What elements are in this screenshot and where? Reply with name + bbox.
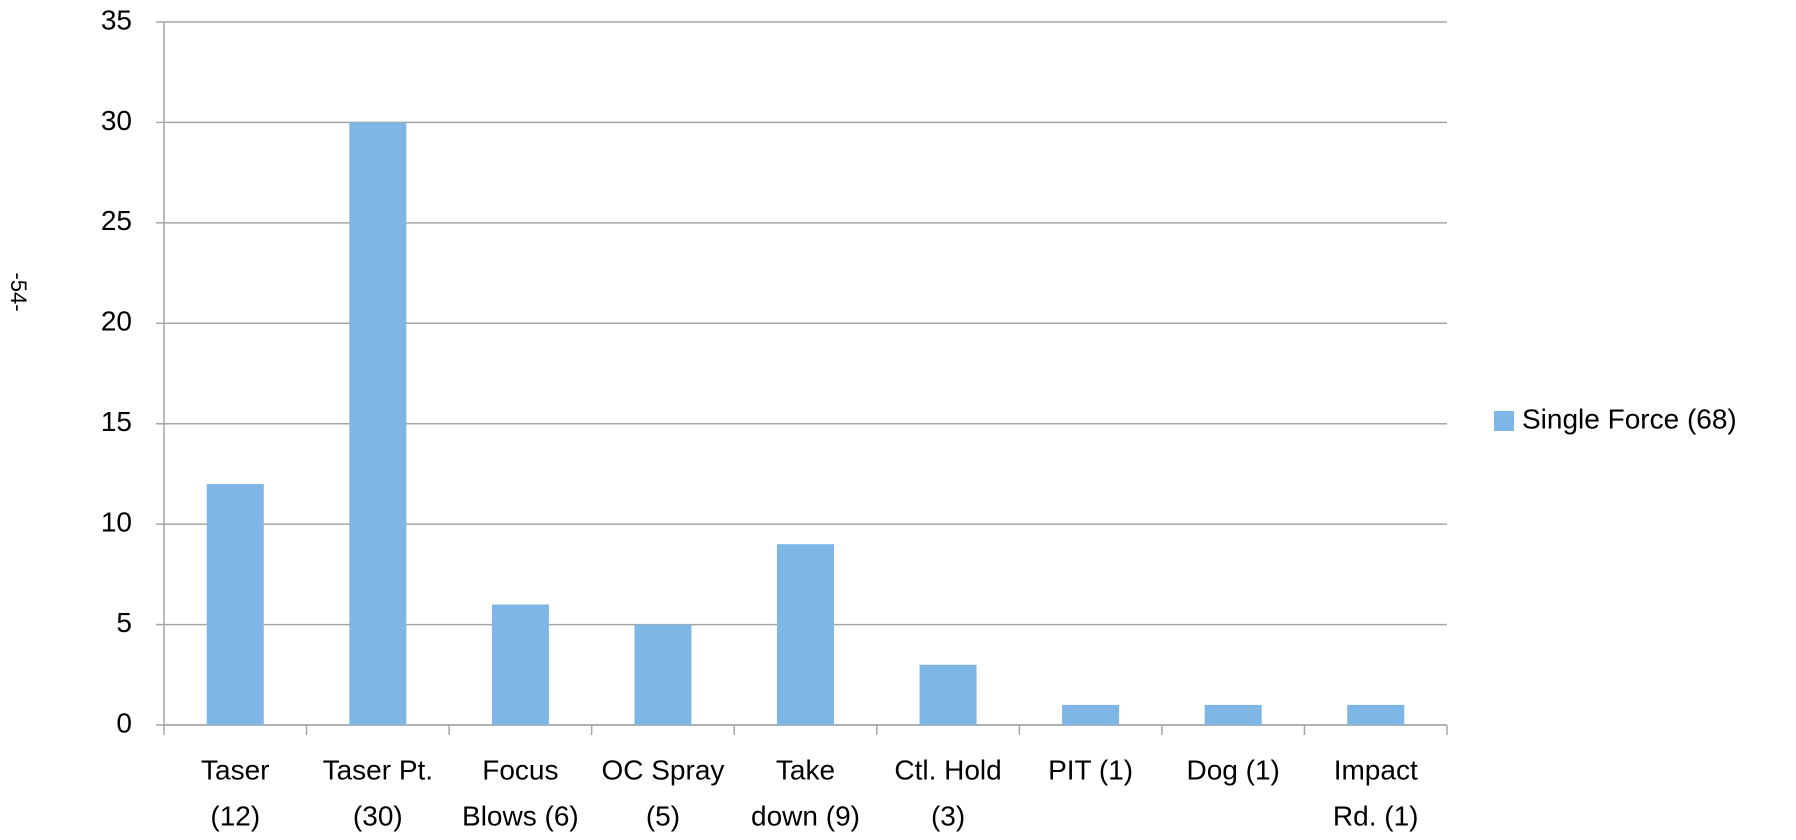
legend-label: Single Force (68) [1522, 403, 1737, 434]
bar [1062, 704, 1120, 725]
y-tick-label: 20 [101, 306, 132, 337]
bar [1347, 704, 1405, 725]
x-tick-label: Focus [482, 754, 558, 785]
x-tick-label: Take [776, 754, 835, 785]
x-tick-label: PIT (1) [1048, 754, 1133, 785]
bar [349, 122, 407, 725]
x-tick-label: Rd. (1) [1333, 800, 1419, 831]
legend-swatch [1494, 411, 1514, 431]
x-tick-label: (3) [931, 800, 965, 831]
y-tick-label: 5 [116, 607, 132, 638]
y-tick-label: 25 [101, 205, 132, 236]
y-tick-label: 30 [101, 105, 132, 136]
x-tick-label: (5) [646, 800, 680, 831]
bar [1204, 704, 1262, 725]
x-tick-label: Taser [201, 754, 269, 785]
bar [776, 544, 835, 725]
x-tick-label: Blows (6) [462, 800, 579, 831]
y-tick-label: 15 [101, 406, 132, 437]
x-tick-label: Impact [1334, 754, 1418, 785]
x-tick-label: OC Spray [601, 754, 724, 785]
page-number: -54- [6, 272, 31, 311]
bar [919, 664, 977, 725]
x-tick-label: (30) [353, 800, 403, 831]
bar [634, 624, 692, 725]
bar [206, 483, 264, 725]
x-tick-label: down (9) [751, 800, 860, 831]
y-tick-label: 0 [116, 707, 132, 738]
y-tick-label: 35 [101, 4, 132, 35]
x-tick-label: Taser Pt. [323, 754, 433, 785]
x-tick-label: (12) [210, 800, 260, 831]
y-tick-label: 10 [101, 507, 132, 538]
x-tick-label: Ctl. Hold [894, 754, 1001, 785]
bar [491, 604, 549, 725]
x-tick-label: Dog (1) [1186, 754, 1279, 785]
